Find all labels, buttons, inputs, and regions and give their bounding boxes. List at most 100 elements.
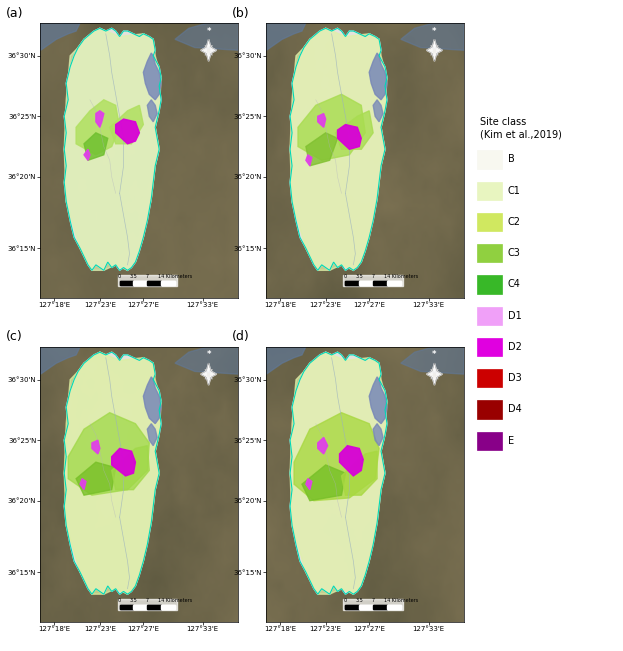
- Bar: [133, 281, 147, 284]
- Polygon shape: [302, 465, 345, 501]
- Bar: [345, 605, 359, 609]
- Polygon shape: [76, 462, 116, 495]
- Text: 0: 0: [344, 598, 347, 603]
- Polygon shape: [40, 23, 80, 50]
- Polygon shape: [64, 28, 161, 270]
- Polygon shape: [80, 478, 86, 490]
- Polygon shape: [201, 39, 217, 61]
- Polygon shape: [290, 352, 387, 594]
- Text: (b): (b): [232, 7, 250, 20]
- Text: D1: D1: [508, 311, 521, 321]
- Polygon shape: [373, 100, 383, 122]
- Polygon shape: [290, 28, 387, 270]
- Bar: [345, 605, 359, 609]
- Polygon shape: [110, 105, 143, 144]
- Text: 3.5: 3.5: [356, 598, 363, 603]
- Polygon shape: [306, 133, 338, 166]
- Bar: [359, 281, 373, 284]
- Polygon shape: [201, 363, 217, 385]
- Bar: [147, 281, 161, 284]
- Text: Site class: Site class: [480, 117, 526, 127]
- Text: 0: 0: [344, 275, 347, 279]
- Polygon shape: [112, 449, 135, 476]
- Bar: [120, 605, 133, 609]
- Polygon shape: [143, 53, 161, 100]
- Polygon shape: [68, 413, 150, 495]
- Polygon shape: [143, 377, 161, 424]
- Bar: [387, 281, 401, 284]
- Bar: [345, 281, 359, 284]
- Bar: [373, 281, 387, 284]
- Text: 7: 7: [146, 598, 149, 603]
- Polygon shape: [401, 23, 464, 50]
- Text: 7: 7: [146, 275, 149, 279]
- Polygon shape: [340, 446, 363, 476]
- Polygon shape: [294, 413, 379, 501]
- Polygon shape: [92, 440, 100, 454]
- Polygon shape: [318, 437, 328, 454]
- Bar: [359, 605, 373, 609]
- Polygon shape: [267, 23, 306, 50]
- Polygon shape: [64, 352, 161, 594]
- Bar: [133, 605, 147, 609]
- Polygon shape: [64, 352, 161, 594]
- Polygon shape: [290, 28, 387, 270]
- Bar: [133, 605, 147, 609]
- Text: 3.5: 3.5: [130, 275, 137, 279]
- Polygon shape: [267, 346, 306, 374]
- Text: 14 Kilometers: 14 Kilometers: [384, 598, 418, 603]
- Polygon shape: [96, 111, 104, 128]
- Polygon shape: [401, 346, 464, 374]
- Text: 14 Kilometers: 14 Kilometers: [384, 275, 418, 279]
- Polygon shape: [175, 23, 238, 50]
- Bar: [161, 605, 175, 609]
- Polygon shape: [306, 155, 312, 166]
- Text: 7: 7: [371, 275, 374, 279]
- Bar: [343, 275, 403, 286]
- Polygon shape: [147, 424, 157, 446]
- Bar: [343, 599, 403, 610]
- Text: *: *: [432, 350, 437, 359]
- Polygon shape: [175, 346, 238, 374]
- Polygon shape: [341, 451, 377, 495]
- Bar: [118, 599, 177, 610]
- Polygon shape: [306, 478, 312, 490]
- Bar: [118, 275, 177, 286]
- Bar: [147, 605, 161, 609]
- Text: C4: C4: [508, 279, 521, 290]
- Polygon shape: [76, 100, 120, 155]
- Text: 0: 0: [118, 598, 121, 603]
- Text: E: E: [508, 436, 514, 446]
- Text: C3: C3: [508, 248, 521, 258]
- Bar: [345, 281, 359, 284]
- Polygon shape: [40, 346, 80, 374]
- Bar: [345, 281, 401, 284]
- Polygon shape: [369, 53, 387, 100]
- Text: *: *: [206, 27, 211, 36]
- Bar: [387, 605, 401, 609]
- Polygon shape: [64, 28, 161, 270]
- Text: *: *: [206, 350, 211, 359]
- Polygon shape: [84, 149, 90, 160]
- Bar: [161, 281, 175, 284]
- Bar: [120, 605, 175, 609]
- Bar: [133, 281, 147, 284]
- Text: D4: D4: [508, 404, 521, 415]
- Polygon shape: [318, 113, 326, 128]
- Polygon shape: [298, 94, 365, 160]
- Text: (c): (c): [6, 331, 23, 344]
- Text: 3.5: 3.5: [130, 598, 137, 603]
- Text: D2: D2: [508, 342, 521, 352]
- Polygon shape: [427, 363, 442, 385]
- Text: 14 Kilometers: 14 Kilometers: [158, 598, 192, 603]
- Text: 7: 7: [371, 598, 374, 603]
- Bar: [147, 281, 161, 284]
- Bar: [359, 281, 373, 284]
- Polygon shape: [338, 124, 361, 149]
- Bar: [373, 281, 387, 284]
- Polygon shape: [427, 39, 442, 61]
- Polygon shape: [84, 133, 108, 160]
- Text: D3: D3: [508, 373, 521, 383]
- Bar: [147, 605, 161, 609]
- Polygon shape: [336, 111, 373, 149]
